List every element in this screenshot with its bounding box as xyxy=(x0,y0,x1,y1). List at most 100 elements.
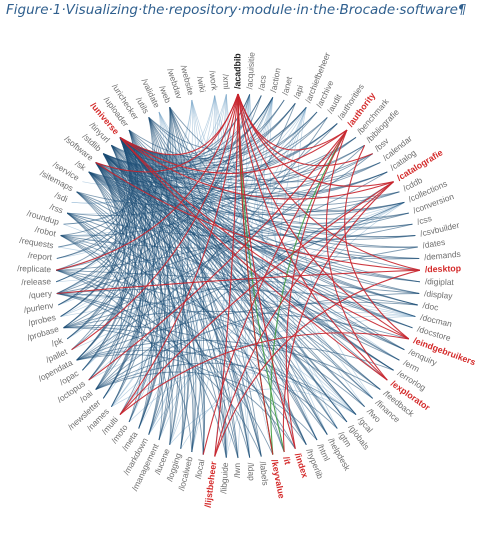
dependency-edge xyxy=(103,103,296,172)
figure-caption: Figure·1·Visualizing·the·repository·modu… xyxy=(6,2,467,18)
dependency-edge xyxy=(55,269,227,458)
node-label: /acadbib xyxy=(232,53,242,89)
dependency-edge xyxy=(119,137,318,441)
dependency-edge xyxy=(237,93,421,271)
node-label: /local xyxy=(193,458,207,479)
node-label: /anet xyxy=(280,75,295,96)
dependency-edge xyxy=(128,129,416,317)
dependency-edge xyxy=(55,93,239,271)
node-label: /dates xyxy=(422,237,446,251)
dependency-edge xyxy=(237,93,410,340)
node-label: /desktop xyxy=(425,263,462,274)
node-label: /requests xyxy=(19,235,55,250)
dependency-edge xyxy=(202,129,348,455)
dependency-edge xyxy=(214,181,394,457)
node-label: /release xyxy=(21,276,51,287)
dependency-edge xyxy=(191,99,251,458)
dependency-edge xyxy=(95,293,420,390)
dependency-edge xyxy=(88,171,162,435)
node-label: /report xyxy=(27,250,53,262)
dependency-edge xyxy=(88,129,348,381)
dependency-edge xyxy=(66,212,239,459)
dependency-edge xyxy=(148,94,251,435)
node-label: /digiplat xyxy=(425,276,455,287)
dependency-edge xyxy=(111,144,416,238)
dependency-edge xyxy=(56,293,373,399)
dependency-edge xyxy=(60,235,204,455)
dependency-edge xyxy=(76,191,420,260)
dependency-edge xyxy=(344,145,410,340)
dependency-edge xyxy=(119,136,394,200)
dependency-edge xyxy=(76,301,418,361)
dependency-edge xyxy=(76,339,381,390)
dependency-edge xyxy=(76,129,147,361)
dependency-edge xyxy=(63,310,409,340)
dependency-edge xyxy=(191,99,348,423)
dependency-edge xyxy=(56,293,193,453)
node-label: /xml xyxy=(221,74,232,90)
dependency-edge xyxy=(119,93,239,415)
node-label: /api xyxy=(291,84,305,100)
node-label: /doc xyxy=(422,300,439,312)
dependency-edge xyxy=(282,181,394,453)
node-label: /action xyxy=(268,67,283,93)
node-label: /display xyxy=(424,288,454,301)
dependency-edge xyxy=(325,129,388,381)
dependency-edge xyxy=(76,191,285,453)
dependency-edge xyxy=(128,129,169,429)
label-layer: /acadbib/acquisitie/acs/action/anet/api /… xyxy=(17,51,477,508)
dependency-edge xyxy=(56,107,171,259)
dependency-edge xyxy=(111,144,418,306)
dependency-edge xyxy=(119,137,381,190)
node-label: /demands xyxy=(424,249,462,262)
dependency-edge xyxy=(111,144,348,423)
dependency-edge xyxy=(95,371,318,441)
node-label: /it xyxy=(281,455,293,465)
dependency-edge xyxy=(88,99,285,183)
dependency-edge xyxy=(119,129,348,174)
dependency-edge xyxy=(119,137,416,238)
node-label: /work xyxy=(207,70,220,92)
node-label: /acquisitie xyxy=(244,52,256,90)
dependency-edge xyxy=(128,107,307,160)
dependency-edge xyxy=(60,235,400,361)
dependency-edge xyxy=(103,153,418,248)
dependency-edge xyxy=(148,117,388,381)
dependency-edge xyxy=(237,93,388,381)
dependency-edge xyxy=(76,349,338,429)
dependency-edge xyxy=(237,93,274,455)
dependency-edge xyxy=(76,354,296,449)
dependency-edge xyxy=(60,123,338,237)
dependency-edge xyxy=(128,129,405,211)
dependency-edge xyxy=(76,191,184,449)
dependency-edge xyxy=(148,201,405,435)
dependency-edge xyxy=(88,171,194,453)
dependency-edge xyxy=(63,246,418,329)
dependency-edge xyxy=(95,107,307,179)
dependency-edge xyxy=(95,344,394,390)
node-label: /pk xyxy=(50,335,65,349)
dependency-edge xyxy=(55,269,171,445)
dependency-edge xyxy=(95,162,420,271)
dependency-edge xyxy=(119,181,394,415)
dependency-edge xyxy=(237,93,348,151)
dependency-edge xyxy=(119,332,409,416)
dependency-edge xyxy=(237,93,394,187)
dependency-edge xyxy=(270,129,348,455)
dependency-edge xyxy=(58,107,172,306)
dependency-edge xyxy=(95,181,394,390)
dependency-edge xyxy=(60,235,328,435)
dependency-edge xyxy=(56,95,262,294)
dependency-edge xyxy=(169,107,328,435)
dependency-edge xyxy=(119,137,410,340)
dependency-edge xyxy=(111,145,285,453)
dependency-edge xyxy=(56,269,296,449)
node-label: /labels xyxy=(258,461,271,486)
node-label: /acs xyxy=(256,75,268,92)
dependency-edge xyxy=(88,171,413,329)
dependency-edge xyxy=(119,137,388,381)
node-label: /libguide xyxy=(218,462,230,494)
edge-layer xyxy=(55,93,421,459)
node-label: /robot xyxy=(34,224,58,239)
